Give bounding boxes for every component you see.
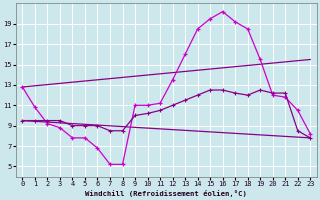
X-axis label: Windchill (Refroidissement éolien,°C): Windchill (Refroidissement éolien,°C) bbox=[85, 190, 247, 197]
